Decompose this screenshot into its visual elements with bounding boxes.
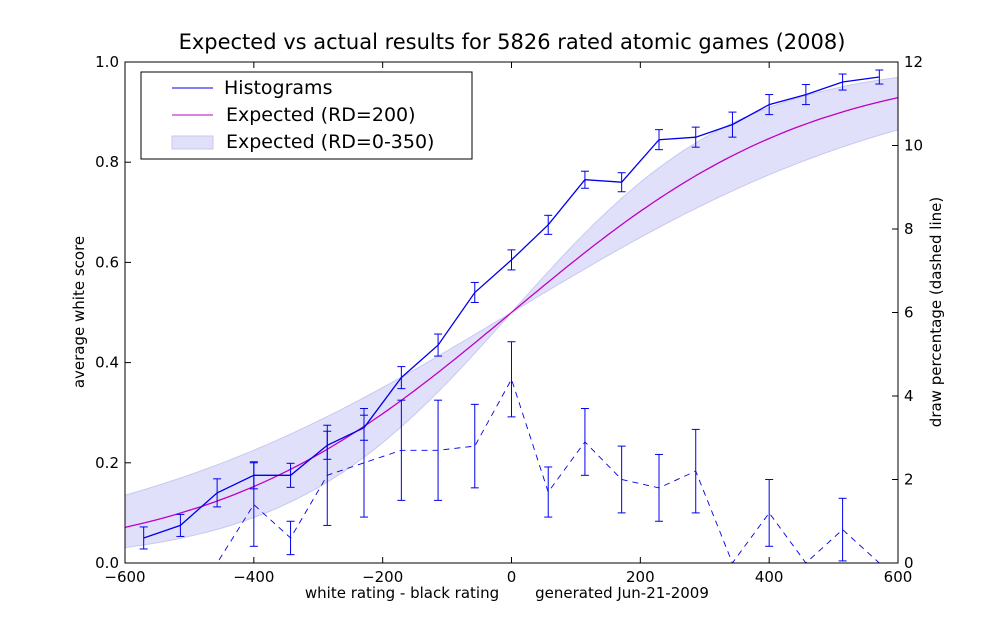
y-right-tick-label: 0	[904, 554, 914, 572]
axis-ticks: −600 −400 −200 0 200 400 600 0.0 0.2 0.4 0.6 0.8 1.0…	[95, 53, 923, 586]
plot-area	[125, 69, 898, 563]
x-tick-label: 600	[884, 568, 913, 586]
y-axis-left-label: average white score	[70, 236, 88, 388]
y-left-tick-label: 0.0	[95, 554, 119, 572]
y-right-tick-label: 8	[904, 220, 914, 238]
y-left-tick-label: 0.4	[95, 354, 119, 372]
expected-band-rd-0-350	[125, 76, 898, 549]
legend-label-histograms: Histograms	[224, 77, 332, 99]
x-tick-label: −200	[362, 568, 403, 586]
y-right-tick-label: 12	[904, 53, 923, 71]
x-tick-label: −600	[104, 568, 145, 586]
y-right-tick-label: 2	[904, 471, 914, 489]
x-tick-label: −400	[233, 568, 274, 586]
y-right-tick-label: 4	[904, 387, 914, 405]
y-right-tick-label: 10	[904, 137, 923, 155]
y-left-tick-label: 0.6	[95, 253, 119, 271]
y-axis-right-label: draw percentage (dashed line)	[927, 197, 945, 427]
x-tick-label: 200	[626, 568, 655, 586]
y-left-tick-label: 1.0	[95, 53, 119, 71]
y-left-tick-label: 0.2	[95, 454, 119, 472]
x-tick-label: 0	[507, 568, 517, 586]
generated-date-note: generated Jun-21-2009	[535, 584, 709, 602]
draw-percentage-line	[143, 378, 880, 563]
legend: Histograms Expected (RD=200) Expected (R…	[140, 71, 473, 160]
legend-label-expected-band: Expected (RD=0-350)	[226, 131, 434, 153]
y-right-tick-label: 6	[904, 304, 914, 322]
x-tick-label: 400	[755, 568, 784, 586]
legend-label-expected: Expected (RD=200)	[226, 104, 416, 126]
legend-swatch-expected-band	[171, 135, 214, 150]
x-axis-label: white rating - black rating	[305, 584, 499, 602]
y-left-tick-label: 0.8	[95, 153, 119, 171]
chart-title: Expected vs actual results for 5826 rate…	[179, 30, 846, 54]
